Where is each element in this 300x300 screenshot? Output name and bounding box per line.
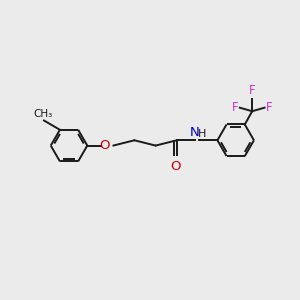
Text: O: O	[99, 139, 110, 152]
Text: F: F	[266, 101, 273, 114]
Text: CH₃: CH₃	[33, 109, 52, 118]
Text: F: F	[249, 84, 256, 98]
Text: H: H	[198, 129, 206, 140]
Text: F: F	[232, 101, 238, 114]
Text: O: O	[170, 160, 181, 173]
Text: N: N	[190, 126, 200, 140]
